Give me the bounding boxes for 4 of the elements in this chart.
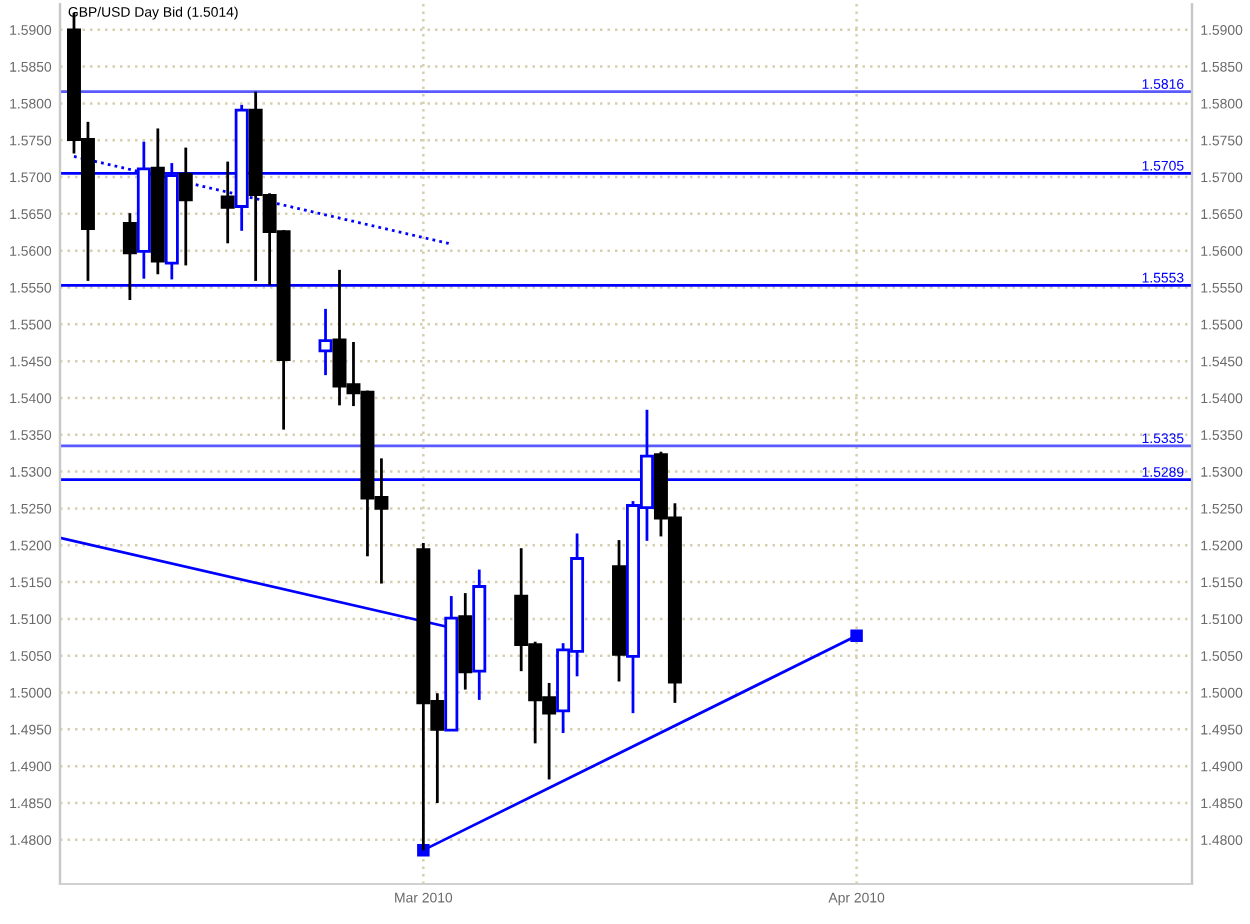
candlestick bbox=[220, 160, 235, 245]
candlestick bbox=[178, 146, 193, 267]
candlestick bbox=[122, 211, 137, 302]
candlestick bbox=[318, 307, 333, 377]
